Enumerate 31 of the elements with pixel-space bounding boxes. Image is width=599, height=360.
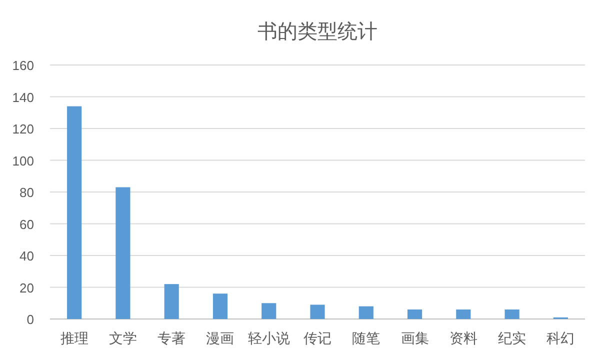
x-tick-label: 推理 xyxy=(60,330,88,346)
bar xyxy=(407,309,422,319)
x-tick-label: 资料 xyxy=(449,330,478,346)
x-tick-label: 随笔 xyxy=(352,330,380,346)
bar xyxy=(262,303,276,319)
x-tick-label: 画集 xyxy=(400,330,429,346)
y-tick-label: 0 xyxy=(26,312,34,327)
chart-title: 书的类型统计 xyxy=(258,21,378,43)
bar xyxy=(456,309,471,319)
y-tick-label: 120 xyxy=(12,122,34,136)
y-tick-label: 20 xyxy=(20,280,34,296)
x-tick-label: 科幻 xyxy=(546,330,575,346)
x-tick-label: 传记 xyxy=(304,330,332,346)
x-tick-label: 专著 xyxy=(158,330,186,346)
x-tick-label: 纪实 xyxy=(498,330,526,346)
y-tick-label: 160 xyxy=(12,58,34,73)
bar xyxy=(358,306,374,319)
bar xyxy=(67,106,82,319)
x-tick-label: 轻小说 xyxy=(248,330,290,346)
bar xyxy=(504,309,520,319)
y-tick-label: 100 xyxy=(12,153,34,168)
y-tick-label: 140 xyxy=(12,90,34,105)
bar xyxy=(116,187,130,319)
y-tick-label: 40 xyxy=(20,248,34,264)
bar xyxy=(212,294,228,319)
x-tick-label: 文学 xyxy=(108,330,137,346)
bar xyxy=(310,304,325,319)
x-tick-label: 漫画 xyxy=(206,330,234,346)
y-tick-label: 60 xyxy=(20,216,34,232)
y-tick-label: 80 xyxy=(20,185,34,200)
bar xyxy=(164,284,179,319)
